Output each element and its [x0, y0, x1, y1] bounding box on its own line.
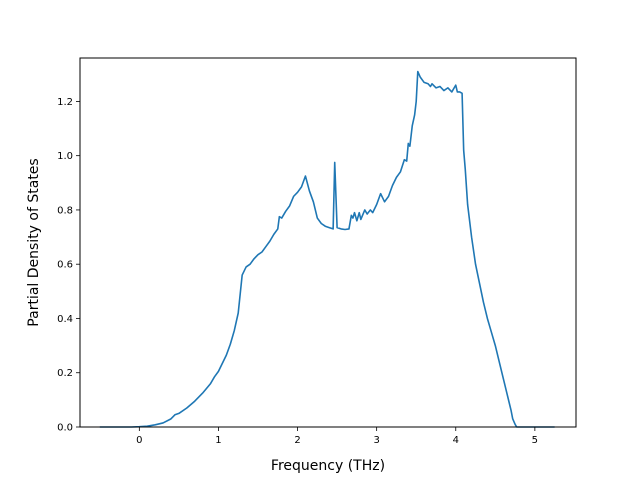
y-tick-label: 1.0 — [57, 151, 73, 162]
y-tick-label: 0.2 — [57, 368, 73, 379]
y-tick-label: 0.0 — [57, 423, 73, 434]
x-tick-label: 0 — [136, 435, 142, 446]
y-axis-ticks: 0.0 0.2 0.4 0.6 0.8 1.0 1.2 — [57, 97, 80, 434]
y-tick-label: 1.2 — [57, 97, 73, 108]
x-tick-label: 3 — [373, 435, 379, 446]
y-tick-label: 0.8 — [57, 205, 73, 216]
x-tick-label: 5 — [532, 435, 538, 446]
x-tick-label: 1 — [215, 435, 221, 446]
y-axis-label: Partial Density of States — [26, 158, 42, 326]
x-axis-ticks: 0 1 2 3 4 5 — [136, 427, 538, 446]
x-axis-label: Frequency (THz) — [271, 458, 385, 474]
y-tick-label: 0.6 — [57, 260, 73, 271]
plot-area — [99, 70, 555, 428]
axes-frame — [79, 57, 577, 428]
x-tick-label: 4 — [453, 435, 459, 446]
series-line-0 — [99, 70, 555, 428]
y-tick-label: 0.4 — [57, 314, 73, 325]
x-tick-label: 2 — [294, 435, 300, 446]
